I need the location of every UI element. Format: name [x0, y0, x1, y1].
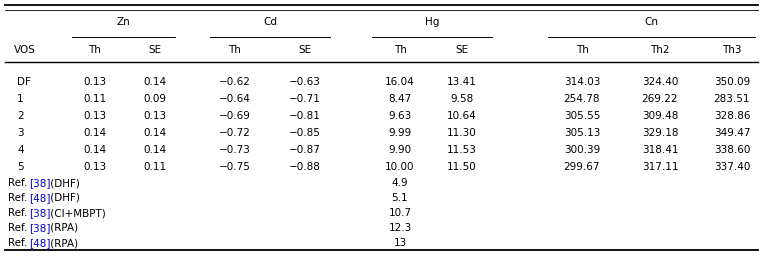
- Text: 305.13: 305.13: [564, 128, 600, 138]
- Text: Th2: Th2: [650, 45, 670, 55]
- Text: Ref.: Ref.: [8, 238, 31, 248]
- Text: Ref.: Ref.: [8, 178, 31, 188]
- Text: 324.40: 324.40: [642, 77, 678, 87]
- Text: 337.40: 337.40: [714, 162, 750, 172]
- Text: 13.41: 13.41: [447, 77, 477, 87]
- Text: 0.13: 0.13: [83, 162, 107, 172]
- Text: (DHF): (DHF): [47, 193, 79, 203]
- Text: 299.67: 299.67: [564, 162, 600, 172]
- Text: 11.50: 11.50: [447, 162, 477, 172]
- Text: 11.30: 11.30: [447, 128, 477, 138]
- Text: 300.39: 300.39: [564, 145, 600, 155]
- Text: 329.18: 329.18: [642, 128, 678, 138]
- Text: Cd: Cd: [263, 17, 277, 27]
- Text: 1: 1: [17, 94, 24, 104]
- Text: Hg: Hg: [425, 17, 439, 27]
- Text: Ref.: Ref.: [8, 223, 31, 233]
- Text: 4.9: 4.9: [391, 178, 408, 188]
- Text: 0.14: 0.14: [143, 128, 166, 138]
- Text: 0.11: 0.11: [83, 94, 107, 104]
- Text: −0.72: −0.72: [219, 128, 251, 138]
- Text: −0.85: −0.85: [289, 128, 321, 138]
- Text: [48]: [48]: [30, 193, 51, 203]
- Text: 9.58: 9.58: [450, 94, 474, 104]
- Text: Ref.: Ref.: [8, 193, 31, 203]
- Text: 10.64: 10.64: [447, 111, 477, 121]
- Text: Zn: Zn: [117, 17, 130, 27]
- Text: 9.99: 9.99: [388, 128, 411, 138]
- Text: 0.13: 0.13: [83, 111, 107, 121]
- Text: Th3: Th3: [723, 45, 742, 55]
- Text: 305.55: 305.55: [564, 111, 600, 121]
- Text: SE: SE: [456, 45, 468, 55]
- Text: (RPA): (RPA): [47, 238, 78, 248]
- Text: [38]: [38]: [30, 223, 51, 233]
- Text: 314.03: 314.03: [564, 77, 600, 87]
- Text: 0.13: 0.13: [83, 77, 107, 87]
- Text: SE: SE: [149, 45, 162, 55]
- Text: −0.62: −0.62: [219, 77, 251, 87]
- Text: −0.73: −0.73: [219, 145, 251, 155]
- Text: 16.04: 16.04: [385, 77, 415, 87]
- Text: 0.14: 0.14: [143, 77, 166, 87]
- Text: 8.47: 8.47: [388, 94, 411, 104]
- Text: 13: 13: [394, 238, 407, 248]
- Text: (RPA): (RPA): [47, 223, 78, 233]
- Text: 0.09: 0.09: [143, 94, 166, 104]
- Text: 0.14: 0.14: [83, 128, 107, 138]
- Text: −0.63: −0.63: [289, 77, 321, 87]
- Text: 309.48: 309.48: [642, 111, 678, 121]
- Text: 0.14: 0.14: [143, 145, 166, 155]
- Text: DF: DF: [17, 77, 31, 87]
- Text: −0.75: −0.75: [219, 162, 251, 172]
- Text: VOS: VOS: [14, 45, 36, 55]
- Text: 283.51: 283.51: [713, 94, 750, 104]
- Text: 9.63: 9.63: [388, 111, 411, 121]
- Text: 338.60: 338.60: [714, 145, 750, 155]
- Text: 10.7: 10.7: [388, 208, 411, 218]
- Text: 12.3: 12.3: [388, 223, 411, 233]
- Text: 254.78: 254.78: [564, 94, 600, 104]
- Text: 328.86: 328.86: [713, 111, 750, 121]
- Text: 4: 4: [17, 145, 24, 155]
- Text: Th: Th: [394, 45, 407, 55]
- Text: 0.13: 0.13: [143, 111, 166, 121]
- Text: Cn: Cn: [645, 17, 658, 27]
- Text: (DHF): (DHF): [47, 178, 79, 188]
- Text: SE: SE: [298, 45, 311, 55]
- Text: 317.11: 317.11: [642, 162, 678, 172]
- Text: −0.81: −0.81: [289, 111, 321, 121]
- Text: 349.47: 349.47: [713, 128, 750, 138]
- Text: −0.87: −0.87: [289, 145, 321, 155]
- Text: −0.64: −0.64: [219, 94, 251, 104]
- Text: [48]: [48]: [30, 238, 51, 248]
- Text: 5.1: 5.1: [391, 193, 408, 203]
- Text: Th: Th: [89, 45, 101, 55]
- Text: −0.88: −0.88: [289, 162, 321, 172]
- Text: 0.14: 0.14: [83, 145, 107, 155]
- Text: 0.11: 0.11: [143, 162, 166, 172]
- Text: Th: Th: [229, 45, 241, 55]
- Text: 3: 3: [17, 128, 24, 138]
- Text: −0.71: −0.71: [289, 94, 321, 104]
- Text: 5: 5: [17, 162, 24, 172]
- Text: 10.00: 10.00: [385, 162, 415, 172]
- Text: −0.69: −0.69: [219, 111, 251, 121]
- Text: [38]: [38]: [30, 178, 51, 188]
- Text: 2: 2: [17, 111, 24, 121]
- Text: (CI+MBPT): (CI+MBPT): [47, 208, 105, 218]
- Text: Th: Th: [575, 45, 588, 55]
- Text: 11.53: 11.53: [447, 145, 477, 155]
- Text: Ref.: Ref.: [8, 208, 31, 218]
- Text: 318.41: 318.41: [642, 145, 678, 155]
- Text: [38]: [38]: [30, 208, 51, 218]
- Text: 9.90: 9.90: [388, 145, 411, 155]
- Text: 269.22: 269.22: [642, 94, 678, 104]
- Text: 350.09: 350.09: [714, 77, 750, 87]
